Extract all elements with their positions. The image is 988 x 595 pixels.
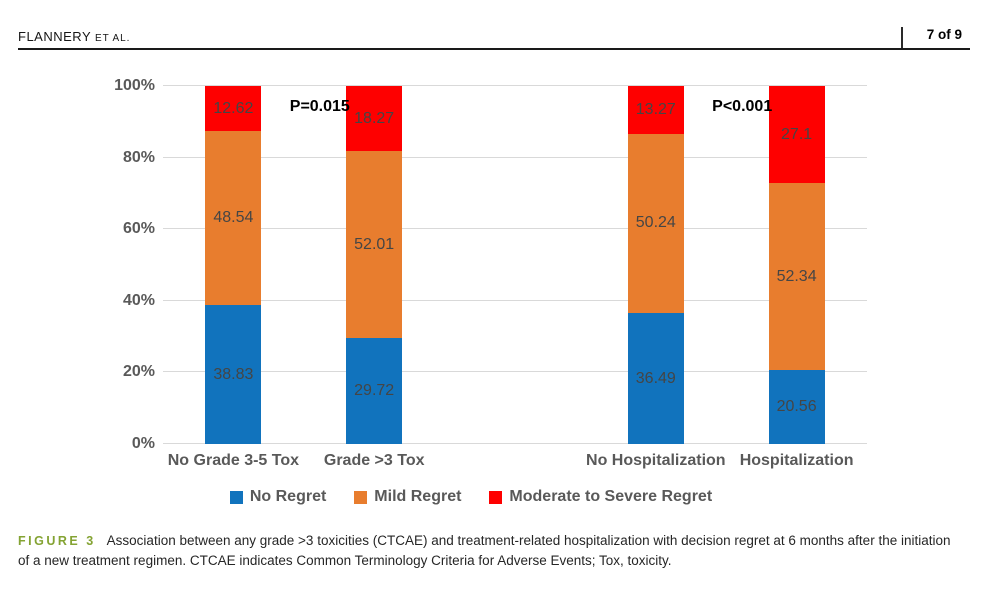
bar-value-label: 52.01 [354,235,395,253]
legend-label: No Regret [249,488,327,505]
x-tick-label: No Hospitalization [586,452,726,469]
bar-segment-no-regret: 20.56 [768,370,825,444]
bar-no-hospitalization: 36.49 50.24 13.27 [627,86,684,444]
bar-value-label: 50.24 [635,214,676,232]
bar-segment-no-regret: 38.83 [205,305,262,444]
bar-value-label: 18.27 [354,109,395,127]
legend: No Regret Mild Regret Moderate to Severe R… [0,488,988,506]
legend-label: Mild Regret [374,488,462,505]
legend-item-mild-regret: Mild Regret [354,488,461,506]
gridline-20 [163,371,867,373]
legend-item-no-regret: No Regret [229,488,327,506]
bar-value-label: 20.56 [776,398,817,416]
bar-value-label: 13.27 [635,100,676,118]
legend-swatch-icon [354,490,368,504]
bar-segment-moderate-to-severe-regret: 12.62 [205,86,262,132]
x-tick-label: Grade >3 Tox [323,452,425,469]
y-tick-label: 60% [122,220,155,238]
bar-segment-moderate-to-severe-regret: 13.27 [627,86,684,134]
figure-caption: FIGURE 3 Association between any grade >… [18,531,963,572]
bar-segment-moderate-to-severe-regret: 27.1 [768,86,825,184]
header-rule [18,48,970,50]
header-divider [901,27,903,48]
running-head: FLANNERY ET AL. [18,29,130,44]
bar-value-label: 12.62 [213,99,254,117]
x-axis: No Grade 3-5 Tox Grade >3 Tox No Hospitali… [163,452,867,474]
x-tick-label: Hospitalization [739,452,854,469]
y-tick-label: 40% [122,291,155,309]
bar-hospitalization: 20.56 52.34 27.1 [768,86,825,444]
bar-segment-mild-regret: 52.01 [346,151,403,338]
gridline-60 [163,228,867,230]
bar-value-label: 38.83 [213,365,254,383]
y-tick-label: 100% [114,77,155,94]
bar-segment-mild-regret: 52.34 [768,183,825,371]
y-tick-label: 80% [122,148,155,166]
gridline-100 [163,85,867,86]
figure-caption-text: Association between any grade >3 toxicit… [18,533,951,569]
bar-no-grade-3-5-tox: 38.83 48.54 12.62 [205,86,262,444]
bar-value-label: 48.54 [213,209,254,227]
bar-value-label: 36.49 [635,369,676,387]
running-head-etal: ET AL. [95,33,131,44]
bar-value-label: 27.1 [781,125,813,143]
running-head-authors: FLANNERY [18,29,91,44]
x-tick-label: No Grade 3-5 Tox [167,452,300,469]
bar-value-label: 29.72 [354,381,395,399]
bar-segment-mild-regret: 48.54 [205,131,262,305]
legend-label: Moderate to Severe Regret [509,488,713,505]
legend-swatch-icon [489,490,503,504]
p-value-label: P=0.015 [289,98,350,115]
bar-segment-no-regret: 29.72 [346,337,403,444]
figure-caption-label: FIGURE 3 [18,534,96,548]
gridline-80 [163,156,867,158]
y-axis: 0% 20% 40% 60% 80% 100% [0,77,155,452]
y-tick-label: 0% [131,435,155,452]
bar-segment-moderate-to-severe-regret: 18.27 [346,86,403,152]
y-tick-label: 20% [122,363,155,381]
bar-segment-mild-regret: 50.24 [627,133,684,314]
page-number: 7 of 9 [926,27,962,42]
legend-item-moderate-to-severe-regret: Moderate to Severe Regret [489,488,712,506]
legend-swatch-icon [229,490,243,504]
plot-area: 38.83 48.54 12.62 29.72 52.01 18.27 36.49 50.24… [163,85,867,444]
p-value-label: P<0.001 [712,98,773,115]
gridline-40 [163,299,867,301]
gridline-0 [163,443,867,444]
bar-value-label: 52.34 [776,267,817,285]
bar-segment-no-regret: 36.49 [627,313,684,444]
bar-grade-3-tox: 29.72 52.01 18.27 [346,86,403,444]
